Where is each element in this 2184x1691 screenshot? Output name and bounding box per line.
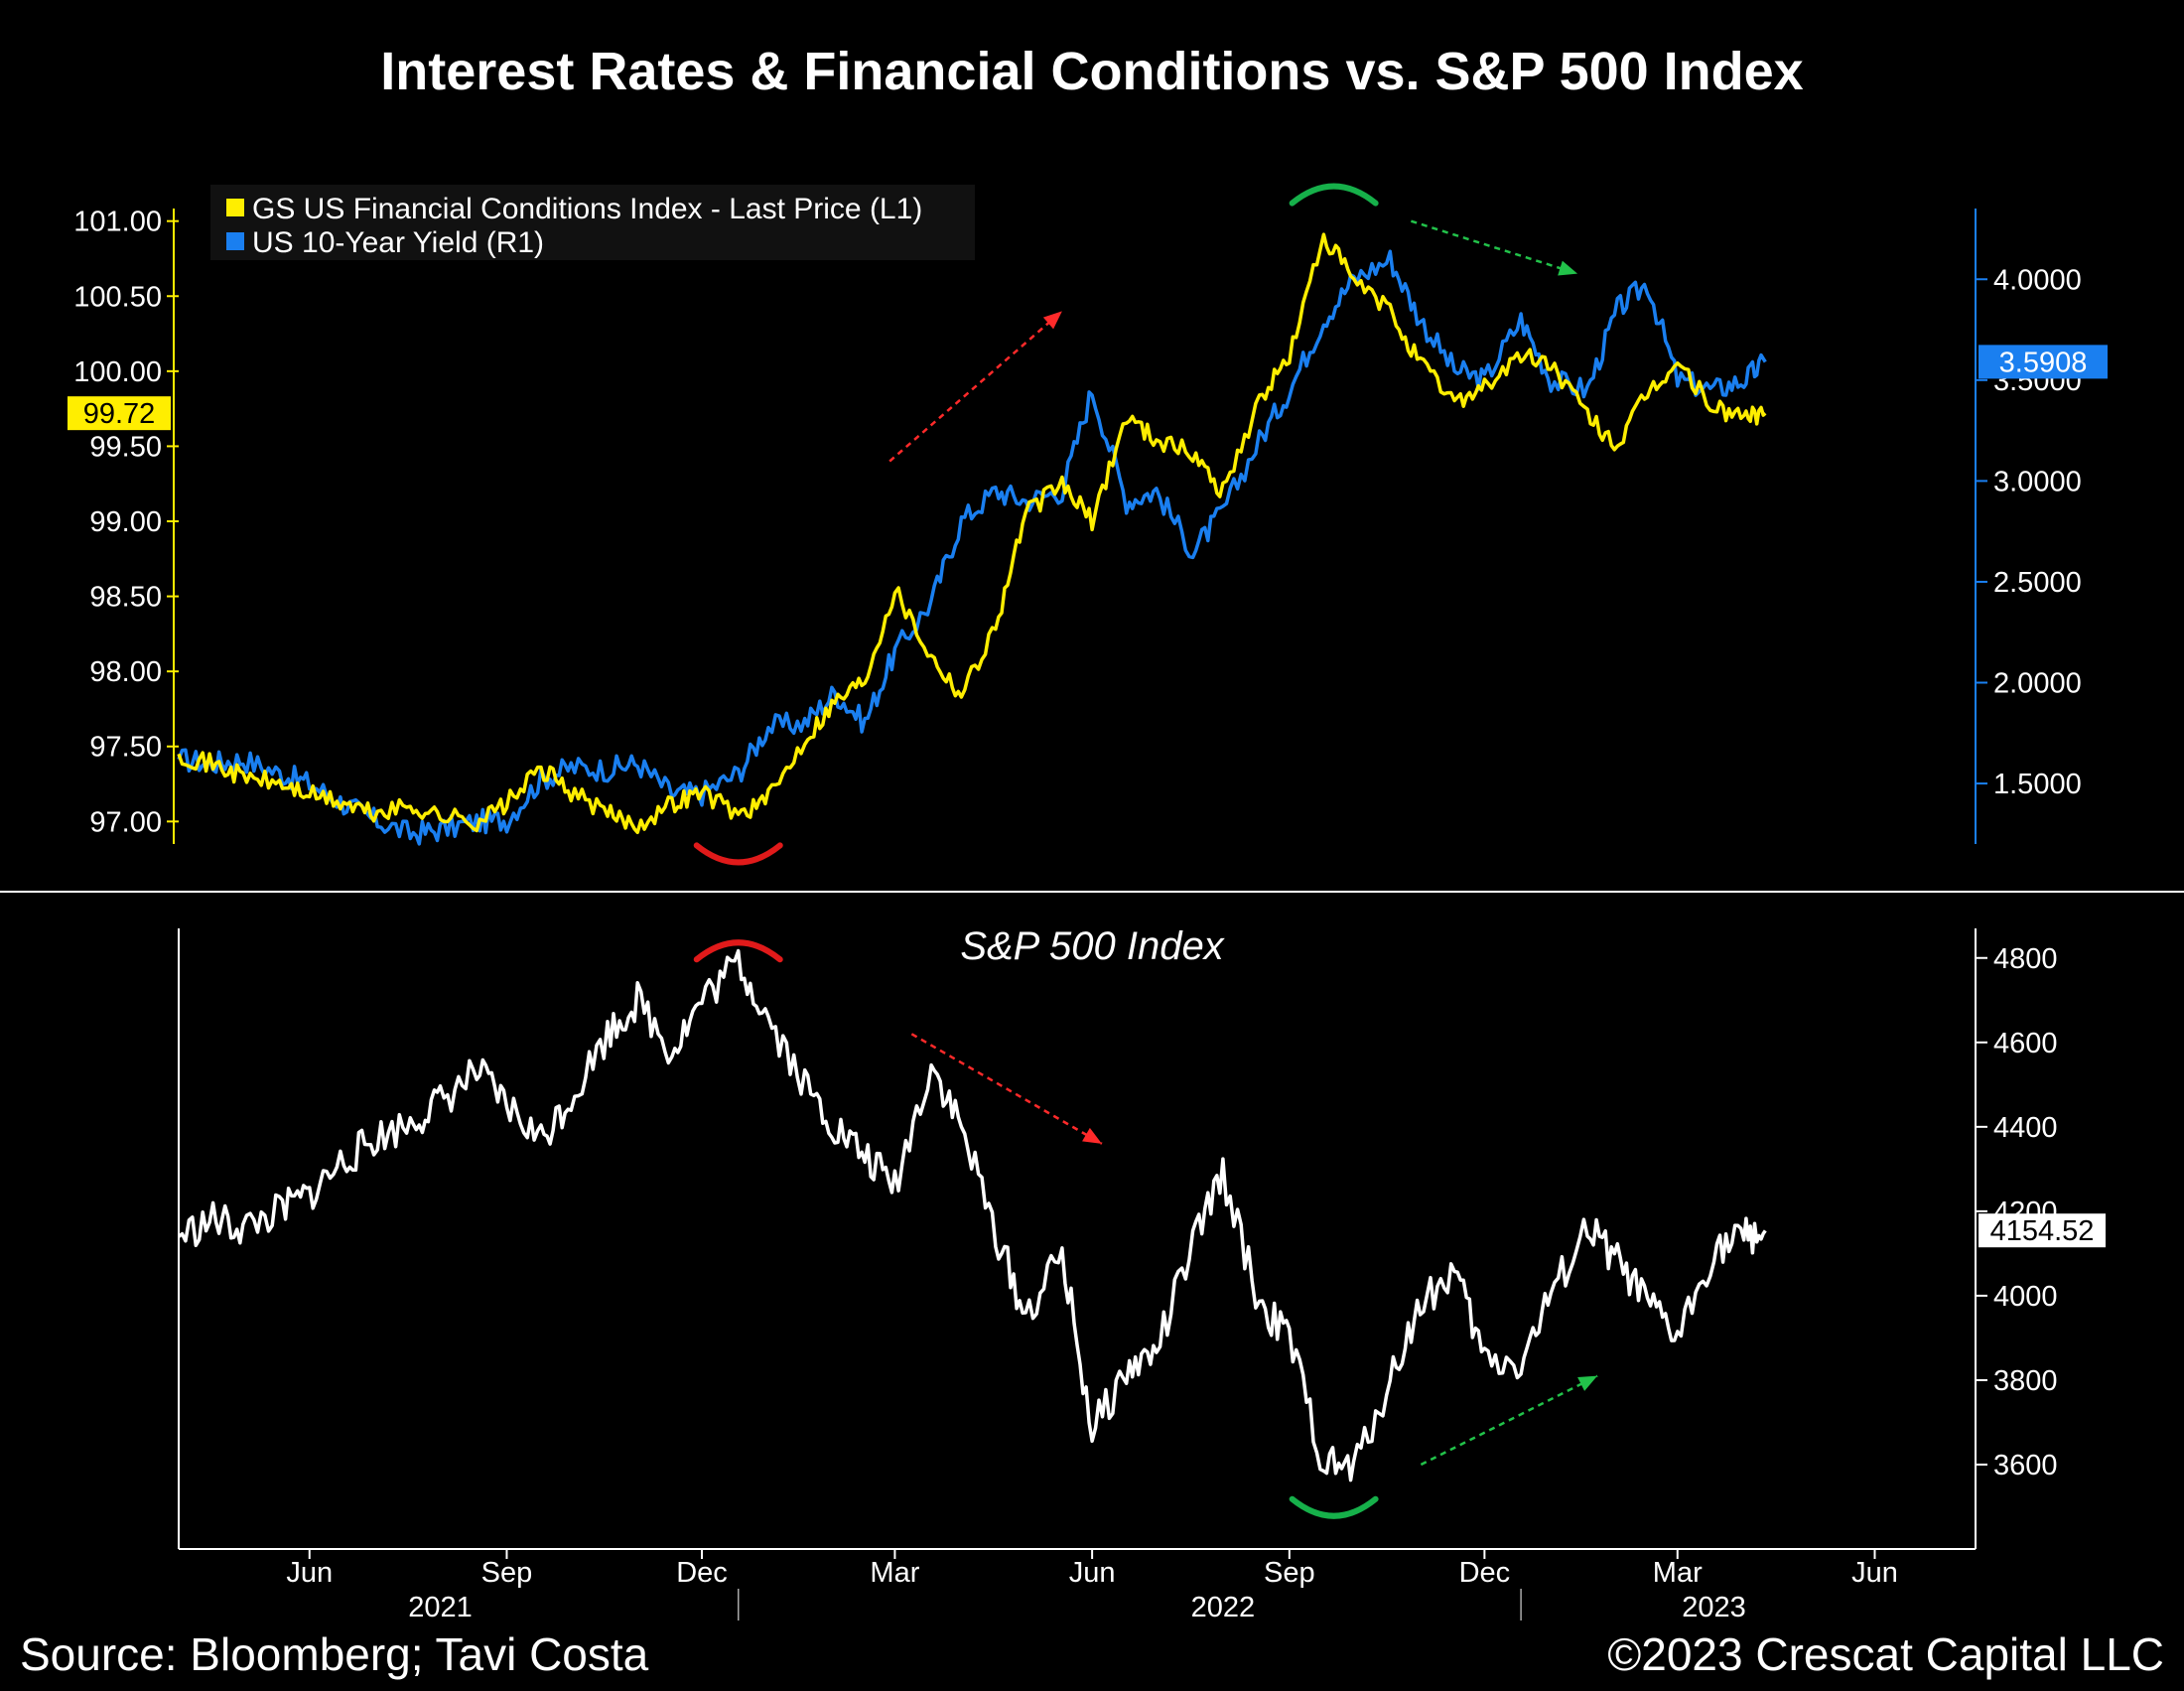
annotation-arrow-bottom-green-head — [1577, 1375, 1598, 1391]
left-tick-label-3: 98.50 — [89, 582, 162, 614]
annotation-arrow-bottom-red — [910, 1033, 1103, 1145]
right-tick-label-bottom-2: 4000 — [1993, 1281, 2058, 1313]
x-tick-label-6: Dec — [1459, 1557, 1511, 1589]
yield-last-value-text: 3.5908 — [1999, 347, 2088, 378]
legend-label-fci: GS US Financial Conditions Index - Last … — [252, 193, 922, 225]
series-line-us-10-year-yield — [177, 249, 1767, 846]
x-year-label-1: 2022 — [1191, 1592, 1256, 1623]
series-line-gs-fci — [177, 232, 1767, 835]
left-tick-label-1: 97.50 — [89, 732, 162, 764]
right-tick-label-bottom-4: 4400 — [1993, 1112, 2058, 1144]
left-tick-label-8: 101.00 — [73, 207, 162, 238]
left-tick-label-0: 97.00 — [89, 806, 162, 838]
sp500-panel-label: S&P 500 Index — [960, 924, 1225, 968]
yield-last-value-badge — [1979, 345, 2108, 379]
x-tick-label-1: Sep — [481, 1557, 533, 1589]
right-tick-label-bottom-6: 4800 — [1993, 943, 2058, 975]
legend-swatch-fci — [226, 199, 244, 216]
annotation-arc-bottom-red — [693, 939, 783, 963]
annotation-arrow-top-green-head — [1558, 260, 1578, 276]
legend-label-yield: US 10-Year Yield (R1) — [252, 226, 544, 259]
footer-source: Source: Bloomberg; Tavi Costa — [20, 1628, 649, 1680]
legend: GS US Financial Conditions Index - Last … — [210, 185, 975, 260]
chart-title: Interest Rates & Financial Conditions vs… — [380, 42, 1803, 101]
right-tick-label-bottom-0: 3600 — [1993, 1450, 2058, 1481]
left-tick-label-4: 99.00 — [89, 506, 162, 538]
x-tick-label-8: Jun — [1851, 1557, 1898, 1589]
x-year-label-0: 2021 — [408, 1592, 473, 1623]
x-tick-label-4: Jun — [1069, 1557, 1116, 1589]
x-tick-label-0: Jun — [286, 1557, 333, 1589]
annotation-arc-top-green — [1289, 183, 1379, 207]
fci-last-value-text: 99.72 — [83, 398, 156, 430]
annotation-arrow-bottom-red-head — [1082, 1127, 1102, 1144]
right-tick-label-top-0: 1.5000 — [1993, 769, 2082, 800]
legend-box — [210, 185, 975, 260]
annotation-arrow-top-red-head — [1042, 311, 1062, 330]
left-tick-label-6: 100.00 — [73, 356, 162, 388]
legend-swatch-yield — [226, 232, 244, 250]
footer-copyright: ©2023 Crescat Capital LLC — [1607, 1628, 2164, 1680]
annotation-arc-bottom-green — [1289, 1495, 1379, 1519]
annotation-arrow-top-red — [888, 310, 1063, 463]
sp500-last-value-text: 4154.52 — [1990, 1215, 2095, 1247]
left-tick-label-2: 98.00 — [89, 656, 162, 688]
left-tick-label-5: 99.50 — [89, 431, 162, 463]
sp500-last-value-badge — [1979, 1213, 2106, 1248]
right-tick-label-top-5: 4.0000 — [1993, 264, 2082, 296]
series-line-sp500 — [177, 948, 1767, 1482]
right-tick-label-top-2: 2.5000 — [1993, 567, 2082, 599]
top-panel: 97.00 97.50 98.00 98.50 99.00 99.50 100.00 100.… — [68, 183, 2108, 866]
fci-last-value-badge — [68, 396, 171, 431]
right-tick-label-bottom-1: 3800 — [1993, 1365, 2058, 1397]
x-tick-label-2: Dec — [676, 1557, 728, 1589]
x-tick-label-3: Mar — [870, 1557, 919, 1589]
x-tick-label-5: Sep — [1264, 1557, 1315, 1589]
right-tick-label-top-3: 3.0000 — [1993, 466, 2082, 497]
right-tick-label-top-1: 2.0000 — [1993, 668, 2082, 700]
annotation-arrow-top-green — [1411, 219, 1578, 275]
left-tick-label-7: 100.50 — [73, 281, 162, 313]
x-axis: Jun Sep Dec Mar Jun Sep Dec Mar Jun 2021 2022 2023 — [179, 1548, 1976, 1623]
x-tick-label-7: Mar — [1653, 1557, 1703, 1589]
x-year-label-2: 2023 — [1682, 1592, 1746, 1623]
annotation-arrow-bottom-green — [1420, 1374, 1598, 1467]
annotation-arc-top-red — [693, 842, 783, 866]
right-tick-label-bottom-5: 4600 — [1993, 1028, 2058, 1059]
